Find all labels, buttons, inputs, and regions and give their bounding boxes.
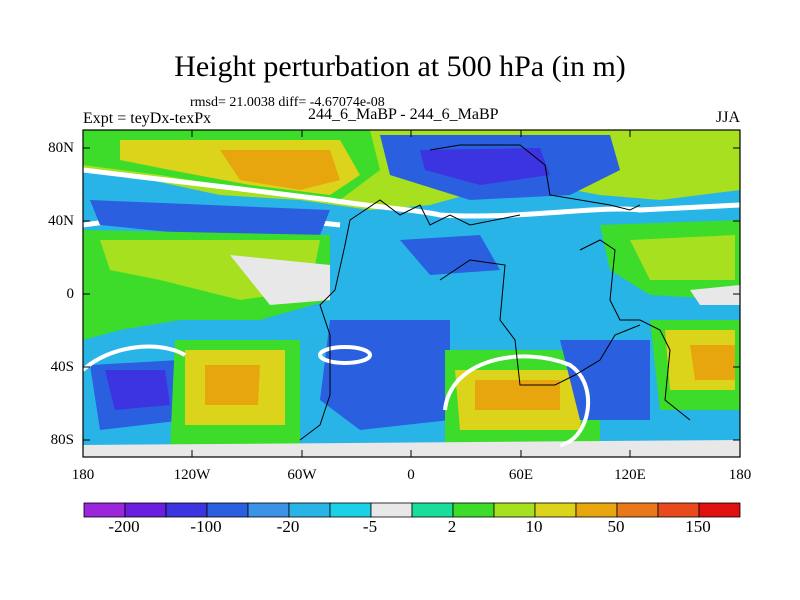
south-east-orange <box>690 345 735 380</box>
colorbar-swatch <box>575 502 618 518</box>
colorbar-swatch <box>657 502 700 518</box>
lat-label-40s: 40S <box>50 359 74 375</box>
arctic-strong-negative <box>420 148 550 185</box>
south-central-negative <box>320 320 450 430</box>
south-east-negative <box>560 340 650 420</box>
experiment-label: Expt = teyDx-texPx <box>83 110 212 127</box>
south-strong-negative-west <box>105 370 170 410</box>
colorbar-label: -200 <box>108 517 140 536</box>
lon-label-120w: 120W <box>173 467 211 483</box>
east-grey <box>690 285 740 305</box>
colorbar-swatch <box>83 502 126 518</box>
colorbar-swatch <box>165 502 208 518</box>
colorbar-swatch <box>493 502 536 518</box>
coastline-arctic <box>429 144 641 211</box>
colorbar-swatch <box>124 502 167 518</box>
colorbar-swatch <box>411 502 454 518</box>
coastline-asia <box>579 239 691 421</box>
coastline-americas <box>299 199 521 441</box>
case-label: 244_6_MaBP - 244_6_MaBP <box>308 106 499 123</box>
midlat-negative-east <box>400 235 500 275</box>
white-band-north <box>83 167 740 219</box>
white-ring-atlantic <box>318 345 372 365</box>
tropical-grey-west <box>230 255 330 305</box>
midlat-negative <box>90 200 330 235</box>
colorbar-swatch <box>698 502 741 518</box>
lon-label-60w: 60W <box>287 467 317 483</box>
colorbar-label: -5 <box>362 517 378 536</box>
colorbar-swatch <box>370 502 413 518</box>
lon-label-180e: 180 <box>728 467 752 483</box>
white-ring-south <box>443 354 591 447</box>
colorbar-label: 10 <box>525 517 543 536</box>
lon-label-180w: 180 <box>71 467 95 483</box>
rmsd-stats: rmsd= 21.0038 diff= -4.67074e-08 <box>190 95 385 110</box>
colorbar-label: -20 <box>276 517 300 536</box>
contour-field <box>83 130 740 457</box>
lon-label-120e: 120E <box>614 467 646 483</box>
lat-label-80s: 80S <box>50 432 74 448</box>
lon-label-0: 0 <box>407 467 415 483</box>
plot-title: Height perturbation at 500 hPa (in m) <box>174 50 626 83</box>
polar-grey-south <box>83 440 740 457</box>
lat-label-80n: 80N <box>48 140 74 156</box>
south-orange-west <box>205 365 260 405</box>
colorbar-swatch <box>329 502 372 518</box>
colorbar-label: 50 <box>607 517 625 536</box>
colorbar-swatch <box>452 502 495 518</box>
colorbar-swatch <box>288 502 331 518</box>
colorbar-label: -100 <box>190 517 222 536</box>
colorbar-swatch <box>534 502 577 518</box>
colorbar <box>83 502 741 518</box>
north-orange-region <box>220 150 340 190</box>
lat-label-0: 0 <box>66 286 75 302</box>
white-ring-southwest <box>83 344 187 372</box>
colorbar-label: 2 <box>447 517 457 536</box>
colorbar-swatch <box>616 502 659 518</box>
lat-label-40n: 40N <box>48 213 74 229</box>
season-label: JJA <box>716 109 741 126</box>
coastline-africa <box>439 259 641 386</box>
colorbar-swatch <box>206 502 249 518</box>
lon-label-60e: 60E <box>508 467 534 483</box>
axis-ticks <box>82 130 741 457</box>
east-yellow <box>630 235 735 280</box>
south-orange-center <box>475 380 560 410</box>
colorbar-label: 150 <box>685 517 711 536</box>
colorbar-swatch <box>247 502 290 518</box>
